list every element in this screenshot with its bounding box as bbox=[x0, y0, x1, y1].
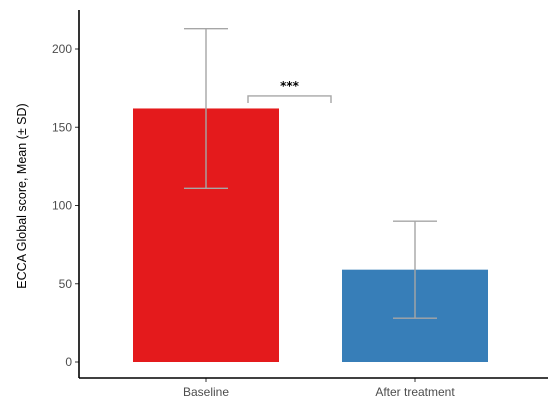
significance-annotation: *** bbox=[247, 79, 332, 103]
y-axis: 0 50 100 150 200 bbox=[52, 10, 80, 378]
error-bars-group bbox=[184, 27, 437, 319]
y-tick-label-100: 100 bbox=[52, 199, 72, 213]
x-tick-label-1: Baseline bbox=[183, 385, 229, 399]
y-tick-label-50: 50 bbox=[59, 277, 73, 291]
y-tick-label-200: 200 bbox=[52, 42, 72, 56]
significance-bracket bbox=[247, 95, 332, 103]
x-axis: Baseline After treatment bbox=[79, 377, 548, 399]
y-axis-title: ECCA Global score, Mean (± SD) bbox=[15, 103, 29, 288]
x-tick-label-2: After treatment bbox=[375, 385, 455, 399]
bars-group bbox=[133, 108, 488, 362]
significance-label: *** bbox=[280, 79, 300, 93]
y-tick-label-0: 0 bbox=[65, 355, 72, 369]
y-tick-label-150: 150 bbox=[52, 120, 72, 134]
